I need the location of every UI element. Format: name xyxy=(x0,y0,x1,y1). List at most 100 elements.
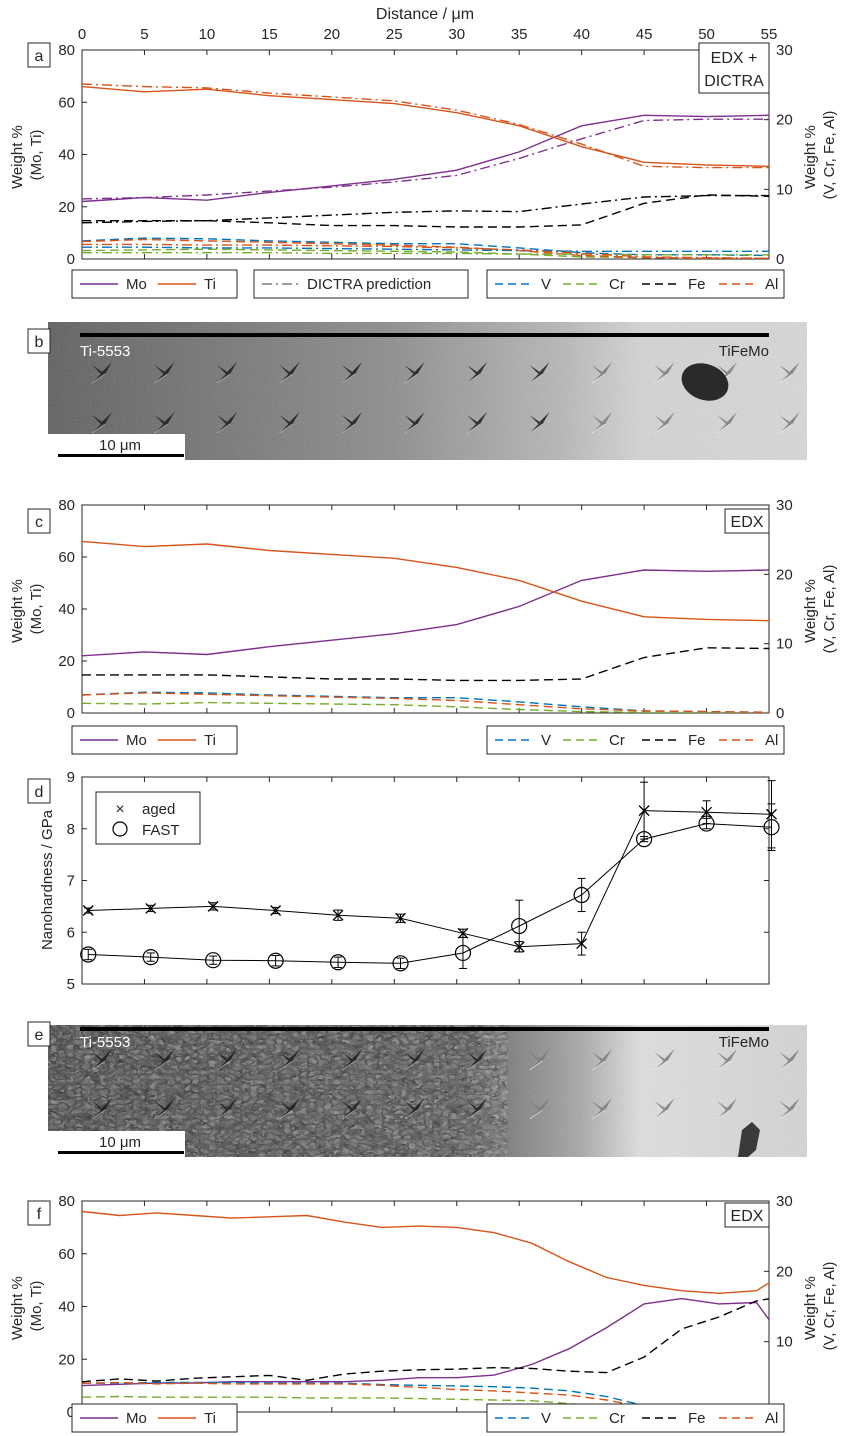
y-tick-label-left: 60 xyxy=(58,549,75,566)
panel-f-right-ylabel: Weight % (V, Cr, Fe, Al) xyxy=(802,1262,838,1351)
indent-highlight xyxy=(279,423,293,434)
indent-highlight xyxy=(466,1060,481,1071)
indent-highlight xyxy=(154,1060,168,1071)
legend-label-ti: Ti xyxy=(204,1410,216,1427)
indent-mark xyxy=(217,1098,237,1119)
indent-mark xyxy=(217,412,237,433)
indent-highlight xyxy=(591,423,606,434)
panel-d-ylabel: Nanohardness / GPa xyxy=(39,809,56,950)
top-tick-label: 55 xyxy=(761,26,778,43)
panel-a-tag-line1: EDX + xyxy=(711,50,758,67)
panel-b-indents xyxy=(91,362,800,434)
top-tick-label: 45 xyxy=(636,26,653,43)
indent-highlight xyxy=(529,1060,543,1071)
errorbar-fast xyxy=(640,836,649,843)
indent-highlight xyxy=(91,1060,106,1071)
top-tick-label: 30 xyxy=(448,26,465,43)
legend-label-mo: Mo xyxy=(126,1410,147,1427)
indent-highlight xyxy=(466,423,481,434)
panel-c-right-ylabel: Weight % (V, Cr, Fe, Al) xyxy=(802,565,838,654)
series-line-mo xyxy=(81,1297,770,1387)
indent-mark xyxy=(654,362,675,383)
errorbar-fast xyxy=(767,803,776,851)
y-tick-label-left: 20 xyxy=(58,653,75,670)
indent-highlight xyxy=(279,373,293,384)
point-fast xyxy=(635,830,653,848)
panel-e-left-label: Ti-5553 xyxy=(80,1034,130,1051)
point-aged xyxy=(270,905,282,916)
indent-highlight xyxy=(216,423,231,434)
y-tick-label-left: 20 xyxy=(58,199,75,216)
panel-a-letter: a xyxy=(35,48,44,65)
indent-mark xyxy=(154,412,175,433)
indent-mark xyxy=(92,412,112,433)
series-line-ti xyxy=(81,1210,770,1295)
series-line-mo xyxy=(81,569,770,657)
indent-highlight xyxy=(279,1060,293,1071)
series-line-fe xyxy=(81,1298,770,1383)
series-line-cr xyxy=(81,701,769,713)
errorbar-fast xyxy=(334,956,343,968)
y-tick-label: 6 xyxy=(67,924,75,941)
indent-highlight xyxy=(216,373,231,384)
indent-mark xyxy=(529,362,550,383)
errorbar-fast xyxy=(209,955,218,965)
panel-b-line-marker xyxy=(80,333,769,337)
legend-label-dictra: DICTRA prediction xyxy=(307,276,431,293)
legend-aged-marker: × xyxy=(115,801,124,818)
panel-c-letter: c xyxy=(35,514,43,531)
series-line-fast xyxy=(88,823,772,964)
panel-a-tag-line2: DICTRA xyxy=(704,73,764,90)
indent-highlight xyxy=(529,1109,543,1120)
panel-c-legend: Mo Ti V Cr Fe Al xyxy=(71,725,785,755)
y-tick-label-right: 30 xyxy=(776,1193,793,1210)
series-line-v xyxy=(81,237,770,257)
point-fast xyxy=(142,948,159,966)
panel-a-legend: Mo Ti DICTRA prediction V Cr Fe Al xyxy=(71,269,785,299)
indent-highlight xyxy=(591,1109,606,1120)
indent-mark xyxy=(529,1049,550,1070)
y-tick-label-left: 20 xyxy=(58,1351,75,1368)
top-tick-label: 5 xyxy=(140,26,148,43)
indent-highlight xyxy=(591,373,606,384)
panel-e-scalebar-label: 10 μm xyxy=(99,1134,141,1151)
y-tick-label-right: 0 xyxy=(776,251,784,268)
indent-highlight xyxy=(404,373,418,384)
legend-label-ti: Ti xyxy=(204,276,216,293)
point-aged xyxy=(457,927,469,939)
indent-mark xyxy=(592,362,612,383)
indent-highlight xyxy=(654,423,668,434)
panel-c-left-ylabel: Weight % (Mo, Ti) xyxy=(9,575,45,643)
errorbar-fast xyxy=(146,952,155,962)
errorbar-fast xyxy=(84,948,93,961)
indent-mark xyxy=(279,1098,300,1119)
panel-e-line-marker xyxy=(80,1027,769,1031)
top-axis-label: Distance / μm xyxy=(376,6,474,23)
indent-highlight xyxy=(154,423,168,434)
indent-highlight xyxy=(91,373,106,384)
panel-f-left-ylabel: Weight % (Mo, Ti) xyxy=(9,1272,45,1340)
indent-mark xyxy=(342,1098,362,1119)
indent-highlight xyxy=(529,373,543,384)
errorbar-fast xyxy=(271,955,280,967)
indent-highlight xyxy=(154,1109,168,1120)
y-tick-label-left: 40 xyxy=(58,147,75,164)
top-tick-label: 15 xyxy=(261,26,278,43)
indent-mark xyxy=(467,1049,487,1070)
point-aged xyxy=(395,912,406,924)
indent-mark xyxy=(279,1049,300,1070)
indent-mark xyxy=(279,362,300,383)
indent-mark xyxy=(529,1098,550,1119)
indent-mark xyxy=(217,362,237,383)
legend-label-al: Al xyxy=(765,1410,778,1427)
indent-mark xyxy=(654,412,675,433)
series-line-ti xyxy=(81,85,770,167)
point-fast xyxy=(80,946,97,963)
legend-fast-marker xyxy=(112,821,128,837)
point-fast xyxy=(267,952,284,969)
point-fast xyxy=(698,815,715,832)
series-line-al-dictra xyxy=(82,243,770,259)
indent-mark xyxy=(279,412,300,433)
